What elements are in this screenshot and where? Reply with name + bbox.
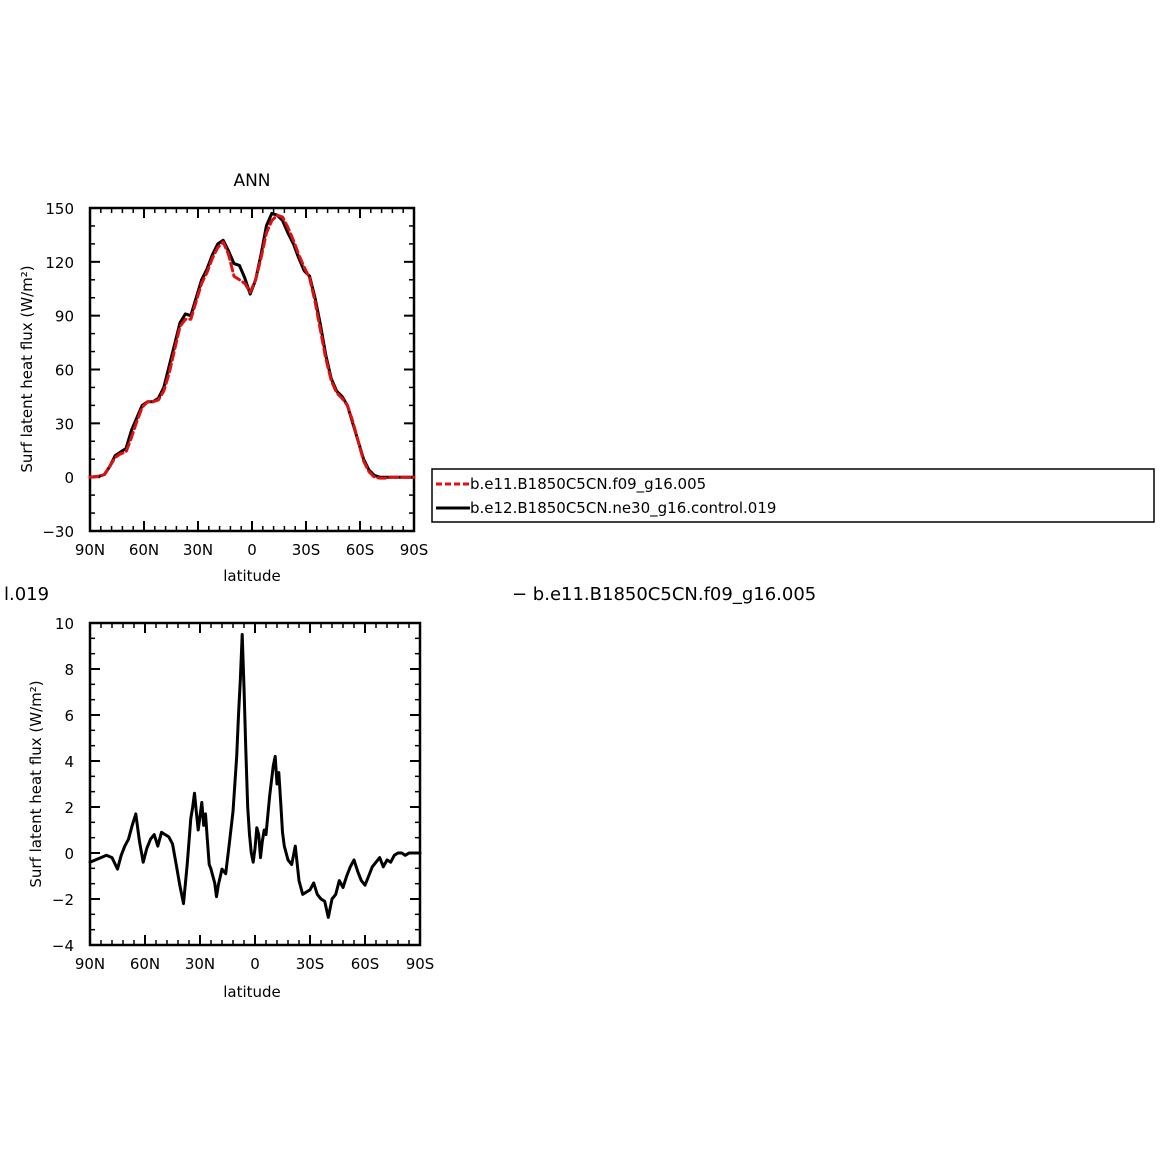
y-tick-label: −4	[52, 937, 74, 955]
top-plot-title: ANN	[233, 171, 270, 191]
bottom-y-axis-title: Surf latent heat flux (W/m²)	[27, 680, 45, 887]
x-tick-label: 90S	[406, 955, 435, 973]
x-tick-label: 60N	[130, 955, 160, 973]
x-tick-label: 30S	[292, 541, 321, 559]
top-axis-ticks: 90N 60N 30N 0 30S 60S 90S −30 0 30 60 90 120 150	[42, 200, 428, 559]
series-line-solid	[88, 633, 422, 919]
x-tick-label: 90S	[400, 541, 429, 559]
difference-label: − b.e11.B1850C5CN.f09_g16.005	[512, 584, 816, 605]
top-series-lines	[88, 211, 416, 480]
x-tick-label: 90N	[75, 541, 105, 559]
bottom-x-axis-title: latitude	[223, 983, 281, 1001]
y-tick-label: 8	[64, 661, 74, 679]
bottom-axis-ticks: 90N 60N 30N 0 30S 60S 90S −4 −2 0 2 4 6 8 10	[52, 615, 434, 973]
x-tick-label: 30S	[296, 955, 325, 973]
x-tick-label: 0	[250, 955, 260, 973]
y-tick-label: −30	[42, 523, 74, 541]
y-tick-label: 6	[64, 707, 74, 725]
x-tick-label: 30N	[185, 955, 215, 973]
y-tick-label: 0	[64, 845, 74, 863]
legend: b.e11.B1850C5CN.f09_g16.005 b.e12.B1850C…	[431, 468, 1155, 523]
top-x-axis-title: latitude	[223, 567, 281, 585]
top-panel: ANN 90N 60N 30N 0 30S 60S 90S−300306090120150 …	[18, 171, 428, 585]
top-y-axis-title: Surf latent heat flux (W/m²)	[18, 265, 36, 472]
y-tick-label: 30	[55, 415, 74, 433]
y-tick-label: 10	[55, 615, 74, 633]
x-tick-label: 60S	[346, 541, 375, 559]
x-tick-label: 60S	[351, 955, 380, 973]
legend-entry-control-019: b.e12.B1850C5CN.ne30_g16.control.019	[470, 499, 776, 518]
x-tick-label: 60N	[129, 541, 159, 559]
y-tick-label: 150	[45, 200, 74, 218]
y-tick-label: 4	[64, 753, 74, 771]
series-line-dashed	[88, 213, 416, 480]
y-tick-label: 120	[45, 254, 74, 272]
clipped-run-label: l.019	[4, 584, 49, 605]
y-tick-label: 90	[55, 308, 74, 326]
y-tick-label: 2	[64, 799, 74, 817]
y-tick-label: 60	[55, 362, 74, 380]
x-tick-label: 90N	[75, 955, 105, 973]
bottom-series-lines	[88, 633, 422, 919]
y-tick-label: 0	[64, 469, 74, 487]
y-tick-label: −2	[52, 891, 74, 909]
x-tick-label: 0	[247, 541, 257, 559]
legend-entry-control-005: b.e11.B1850C5CN.f09_g16.005	[470, 475, 706, 494]
legend-box	[431, 468, 1155, 523]
x-tick-label: 30N	[183, 541, 213, 559]
